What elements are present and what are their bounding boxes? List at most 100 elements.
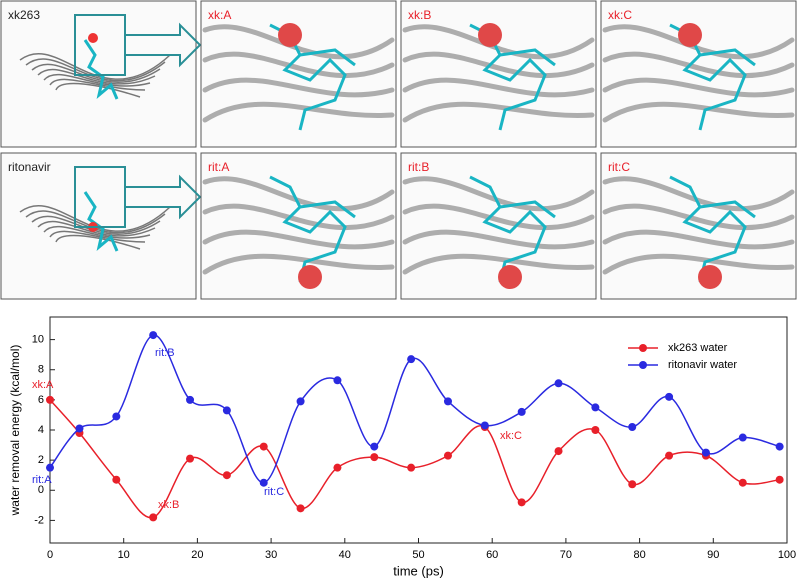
protein-ribbon xyxy=(602,229,795,250)
protein-ribbon xyxy=(202,203,395,230)
x-tick-label: 30 xyxy=(265,549,277,561)
data-point xyxy=(775,475,784,484)
series-line xyxy=(49,334,780,484)
ligand xyxy=(83,191,119,252)
data-point xyxy=(259,478,268,487)
annotation: xk:A xyxy=(32,379,54,391)
protein-ribbon xyxy=(202,253,395,275)
data-point xyxy=(443,397,452,406)
data-point xyxy=(738,433,747,442)
water xyxy=(478,23,502,47)
structure-image xyxy=(19,14,202,100)
panel-label: rit:C xyxy=(608,160,630,174)
data-point xyxy=(443,451,452,460)
protein-ribbon xyxy=(202,51,395,78)
water xyxy=(678,23,702,47)
data-point xyxy=(112,412,121,421)
x-tick-label: 90 xyxy=(707,549,719,561)
ligand xyxy=(669,175,756,283)
data-point xyxy=(186,454,195,463)
data-point xyxy=(46,395,54,404)
zoom-arrow xyxy=(125,174,202,220)
data-point xyxy=(554,379,563,388)
panel-label: xk:A xyxy=(208,8,231,22)
protein-ribbon xyxy=(602,51,795,78)
protein-ribbon xyxy=(55,234,141,250)
x-tick-label: 60 xyxy=(486,549,498,561)
protein-ribbon xyxy=(402,101,595,123)
y-tick-label: -2 xyxy=(34,514,44,526)
data-point xyxy=(628,480,637,489)
x-tick-label: 0 xyxy=(47,549,53,561)
x-tick-label: 20 xyxy=(191,549,203,561)
data-point xyxy=(75,424,84,433)
data-point xyxy=(222,471,231,480)
water xyxy=(278,23,302,47)
panel-label: ritonavir xyxy=(8,160,51,174)
annotation: rit:B xyxy=(155,347,175,359)
annotation: rit:A xyxy=(32,474,52,486)
protein-ribbon xyxy=(602,77,795,98)
y-tick-label: 10 xyxy=(32,334,44,346)
protein-ribbon xyxy=(602,176,795,212)
panel-label: xk263 xyxy=(8,8,40,22)
protein-ribbon xyxy=(202,229,395,250)
protein-ribbon xyxy=(43,225,151,239)
protein-ribbon xyxy=(19,205,171,232)
water xyxy=(88,33,98,43)
data-point xyxy=(149,331,158,340)
water xyxy=(298,265,322,289)
protein-ribbon xyxy=(402,176,595,212)
legend-label: xk263 water xyxy=(668,342,728,354)
protein-ribbon xyxy=(602,203,795,230)
y-tick-label: 6 xyxy=(38,394,44,406)
data-point xyxy=(333,376,342,385)
protein-ribbon xyxy=(43,73,151,87)
water xyxy=(498,265,522,289)
protein-ribbon xyxy=(55,82,141,98)
protein-ribbon xyxy=(202,176,395,212)
panel-label: rit:B xyxy=(408,160,429,174)
chart: 0 10 20 30 40 50 60 70 80 90 100 -2 0 2 4 6 8 10 time (ps)… xyxy=(8,316,796,578)
structure-panels: xk263 xk:A xk:B xk:C ritonavir rit:A rit:B rit:… xyxy=(0,0,797,300)
data-point xyxy=(738,478,747,487)
panel-label: xk:B xyxy=(408,8,431,22)
protein-ribbon xyxy=(402,203,595,230)
data-point xyxy=(517,498,526,507)
protein-ribbon xyxy=(49,78,146,91)
data-point xyxy=(333,463,342,472)
data-point xyxy=(296,397,305,406)
data-point xyxy=(701,448,710,457)
y-tick-label: 4 xyxy=(38,424,44,436)
data-point xyxy=(370,453,379,462)
protein-ribbon xyxy=(37,220,156,237)
protein-ribbon xyxy=(602,101,795,123)
zoom-box xyxy=(74,166,126,228)
y-tick-label: 0 xyxy=(38,484,44,496)
data-point xyxy=(407,355,416,364)
protein-ribbon xyxy=(25,210,166,234)
data-point xyxy=(186,395,195,404)
structure-image xyxy=(402,23,595,131)
y-axis-label: water removal energy (kcal/mol) xyxy=(8,345,22,517)
data-point xyxy=(112,475,121,484)
x-tick-label: 100 xyxy=(778,549,796,561)
structure-image xyxy=(19,166,202,252)
legend-marker xyxy=(639,361,647,369)
data-point xyxy=(628,422,637,431)
protein-ribbon xyxy=(49,230,146,243)
zoom-arrow xyxy=(125,22,202,68)
protein-ribbon xyxy=(37,68,156,85)
protein-ribbon xyxy=(402,77,595,98)
data-point xyxy=(259,442,268,451)
x-tick-label: 70 xyxy=(560,549,572,561)
protein-ribbon xyxy=(402,51,595,78)
ligand xyxy=(469,175,556,283)
structure-image xyxy=(402,175,595,289)
data-point xyxy=(296,504,305,513)
data-point xyxy=(517,407,526,416)
y-tick-label: 2 xyxy=(38,454,44,466)
protein-ribbon xyxy=(25,58,166,82)
panel-label: rit:A xyxy=(208,160,229,174)
ligand xyxy=(83,39,119,100)
